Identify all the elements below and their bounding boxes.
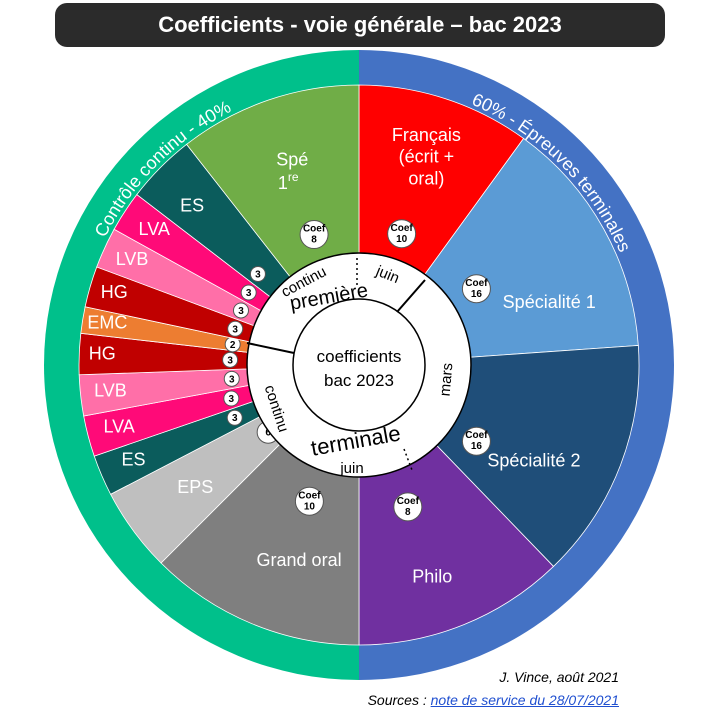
slice-label-emc-10: EMC bbox=[87, 313, 127, 333]
coef-label-grand-oral-4: Coef bbox=[298, 490, 321, 501]
coef-badge-lvb-12 bbox=[232, 302, 249, 319]
coef-badge-grand-oral-4 bbox=[294, 486, 324, 516]
slice-label-lva-13: LVA bbox=[139, 219, 170, 239]
coef-value-philo-3: 8 bbox=[405, 507, 411, 518]
coef-badge-philo-3 bbox=[393, 492, 423, 522]
slice-label-specialite-1-1: Spécialité 1 bbox=[503, 292, 596, 312]
coef-badge-lva-7 bbox=[223, 390, 240, 407]
ring-divider-bottom bbox=[403, 448, 413, 471]
coef-label-francais-ecrit-oral-0: Coef bbox=[391, 223, 414, 234]
page-title: Coefficients - voie générale – bac 2023 bbox=[158, 12, 562, 37]
coef-badge-es-14 bbox=[249, 265, 266, 282]
center-line2: bac 2023 bbox=[324, 371, 394, 390]
sources-credit: Sources : note de service du 28/07/2021 bbox=[368, 692, 619, 708]
title-bar: Coefficients - voie générale – bac 2023 bbox=[55, 3, 665, 47]
coef-badge-francais-ecrit-oral-0 bbox=[387, 219, 417, 249]
coef-value-francais-ecrit-oral-0: 10 bbox=[396, 234, 408, 245]
slice-label-specialite-2-2: Spécialité 2 bbox=[487, 451, 580, 471]
slice-label-hg-11: HG bbox=[101, 282, 128, 302]
slice-label-hg-9: HG bbox=[89, 343, 116, 363]
coef-value-eps-5: 6 bbox=[265, 428, 271, 439]
author-credit: J. Vince, août 2021 bbox=[499, 669, 619, 685]
coef-label-philo-3: Coef bbox=[397, 496, 420, 507]
inner-ring: coefficients bac 2023 première continu j… bbox=[246, 252, 472, 478]
slice-label-philo-3: Philo bbox=[412, 566, 452, 586]
coef-value-lva-13: 3 bbox=[246, 288, 252, 299]
coef-value-specialite-2-2: 16 bbox=[471, 441, 483, 452]
coef-value-lvb-8: 3 bbox=[229, 374, 235, 385]
coef-value-hg-11: 3 bbox=[232, 324, 238, 335]
slice-label-es-6: ES bbox=[121, 449, 145, 469]
ring-mars: mars bbox=[437, 362, 457, 397]
center-line1: coefficients bbox=[317, 347, 402, 366]
slice-label-grand-oral-4: Grand oral bbox=[257, 550, 342, 570]
slice-label-es-14: ES bbox=[180, 195, 204, 215]
coef-label-spe-1re-15: Coef bbox=[303, 224, 326, 235]
coef-value-lva-7: 3 bbox=[229, 394, 235, 405]
coef-badge-specialite-1-1 bbox=[461, 274, 491, 304]
coef-badge-lvb-8 bbox=[223, 370, 240, 387]
sources-prefix: Sources : bbox=[367, 692, 431, 708]
slice-label-lvb-12: LVB bbox=[116, 249, 149, 269]
coef-badge-spe-1re-15 bbox=[299, 220, 329, 250]
sources-link[interactable]: note de service du 28/07/2021 bbox=[430, 692, 619, 708]
slice-label-lva-7: LVA bbox=[103, 417, 134, 437]
coef-badge-hg-9 bbox=[222, 351, 239, 368]
coef-label-specialite-2-2: Coef bbox=[465, 430, 488, 441]
coef-value-spe-1re-15: 8 bbox=[311, 235, 317, 246]
slice-label-lvb-8: LVB bbox=[94, 381, 127, 401]
coef-badge-lva-13 bbox=[240, 284, 257, 301]
coef-badge-es-6 bbox=[226, 409, 243, 426]
coef-value-specialite-1-1: 16 bbox=[471, 289, 483, 300]
ring-juin-bottom: juin bbox=[339, 460, 363, 477]
coef-value-es-14: 3 bbox=[255, 269, 261, 280]
coef-value-emc-10: 2 bbox=[230, 340, 236, 351]
slice-label-francais-ecrit-oral-0: Français (écrit + oral) bbox=[392, 125, 461, 188]
coef-label-specialite-1-1: Coef bbox=[465, 278, 488, 289]
ring-divider-left bbox=[246, 342, 295, 354]
slice-label-eps-5: EPS bbox=[177, 477, 213, 497]
coef-badge-specialite-2-2 bbox=[461, 426, 491, 456]
coef-badge-hg-11 bbox=[227, 320, 244, 337]
center-disc bbox=[292, 298, 426, 432]
coef-value-lvb-12: 3 bbox=[238, 306, 244, 317]
coef-value-es-6: 3 bbox=[232, 413, 238, 424]
coef-value-grand-oral-4: 10 bbox=[304, 501, 316, 512]
coef-value-hg-9: 3 bbox=[227, 355, 233, 366]
slice-label-spe-1re-15: Spé 1re bbox=[276, 149, 308, 192]
ring-divider-right bbox=[396, 279, 426, 313]
